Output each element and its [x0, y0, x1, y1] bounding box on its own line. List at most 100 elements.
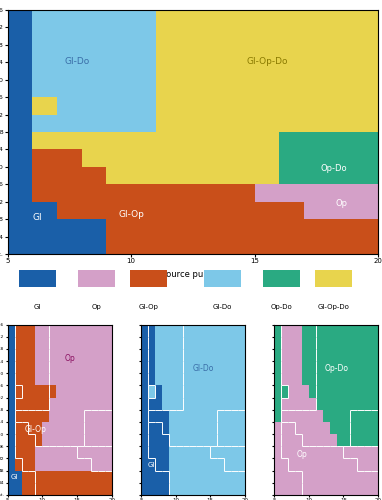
Bar — [155, 374, 162, 386]
Bar — [57, 114, 82, 132]
Bar — [371, 374, 378, 386]
Bar — [364, 361, 371, 374]
Bar — [309, 446, 316, 458]
Bar — [42, 446, 49, 458]
Bar — [217, 422, 224, 434]
Bar — [364, 386, 371, 398]
Bar — [205, 97, 230, 114]
Bar — [183, 349, 189, 361]
Bar — [255, 62, 279, 80]
Bar — [224, 349, 231, 361]
Bar — [42, 374, 49, 386]
Bar — [281, 349, 288, 361]
Bar — [304, 28, 329, 45]
Bar — [98, 470, 105, 483]
Bar — [279, 10, 304, 28]
Bar — [210, 410, 217, 422]
Bar — [63, 470, 70, 483]
Bar — [330, 349, 337, 361]
Bar — [371, 324, 378, 337]
Bar — [8, 62, 32, 80]
Bar — [156, 28, 181, 45]
Bar — [183, 422, 189, 434]
Bar — [15, 446, 21, 458]
Bar — [238, 337, 245, 349]
Bar — [105, 398, 112, 410]
Bar — [358, 386, 364, 398]
Bar — [176, 422, 183, 434]
Bar — [230, 97, 255, 114]
Bar — [337, 470, 343, 483]
Bar — [168, 324, 176, 337]
Bar — [8, 398, 15, 410]
Bar — [155, 398, 162, 410]
Bar — [371, 337, 378, 349]
Bar — [162, 398, 168, 410]
Bar — [364, 410, 371, 422]
Bar — [230, 236, 255, 254]
Bar — [57, 28, 82, 45]
Bar — [337, 422, 343, 434]
Bar — [8, 80, 32, 97]
Bar — [288, 458, 295, 470]
Bar — [57, 80, 82, 97]
Text: Op-Do: Op-Do — [325, 364, 348, 372]
Bar — [32, 184, 57, 202]
Bar — [56, 337, 63, 349]
Bar — [162, 337, 168, 349]
Bar — [205, 10, 230, 28]
Bar — [141, 410, 148, 422]
Bar — [98, 410, 105, 422]
Bar — [231, 422, 238, 434]
Bar — [309, 374, 316, 386]
Text: Gl-Do: Gl-Do — [64, 57, 89, 66]
Bar — [32, 80, 57, 97]
Bar — [82, 202, 107, 219]
Bar — [141, 398, 148, 410]
Bar — [42, 458, 49, 470]
Bar — [57, 202, 82, 219]
Bar — [56, 374, 63, 386]
Bar — [203, 410, 210, 422]
Bar — [176, 374, 183, 386]
Bar — [56, 324, 63, 337]
X-axis label: Resource pulse size: Resource pulse size — [151, 270, 235, 279]
Bar — [21, 422, 28, 434]
Bar — [295, 470, 302, 483]
Bar — [49, 410, 56, 422]
Bar — [295, 324, 302, 337]
Bar — [8, 167, 32, 184]
Bar — [230, 132, 255, 150]
Bar — [181, 150, 205, 167]
Bar — [49, 324, 56, 337]
Bar — [358, 434, 364, 446]
Bar — [203, 374, 210, 386]
Bar — [131, 45, 156, 62]
Bar — [77, 410, 84, 422]
Bar — [203, 386, 210, 398]
Bar — [49, 446, 56, 458]
Bar — [91, 446, 98, 458]
Bar — [98, 483, 105, 495]
Bar — [205, 236, 230, 254]
Bar — [279, 167, 304, 184]
Text: Op: Op — [92, 304, 102, 310]
Bar — [353, 114, 378, 132]
Bar — [168, 337, 176, 349]
Bar — [316, 337, 323, 349]
Bar — [181, 132, 205, 150]
Bar — [183, 361, 189, 374]
Bar — [42, 349, 49, 361]
Bar — [255, 167, 279, 184]
Bar — [131, 62, 156, 80]
Bar — [107, 236, 131, 254]
Bar — [56, 386, 63, 398]
Bar — [8, 184, 32, 202]
Bar — [162, 410, 168, 422]
Bar — [77, 422, 84, 434]
Bar — [56, 410, 63, 422]
Bar — [330, 361, 337, 374]
Bar — [183, 434, 189, 446]
Bar — [350, 422, 358, 434]
Bar — [77, 337, 84, 349]
